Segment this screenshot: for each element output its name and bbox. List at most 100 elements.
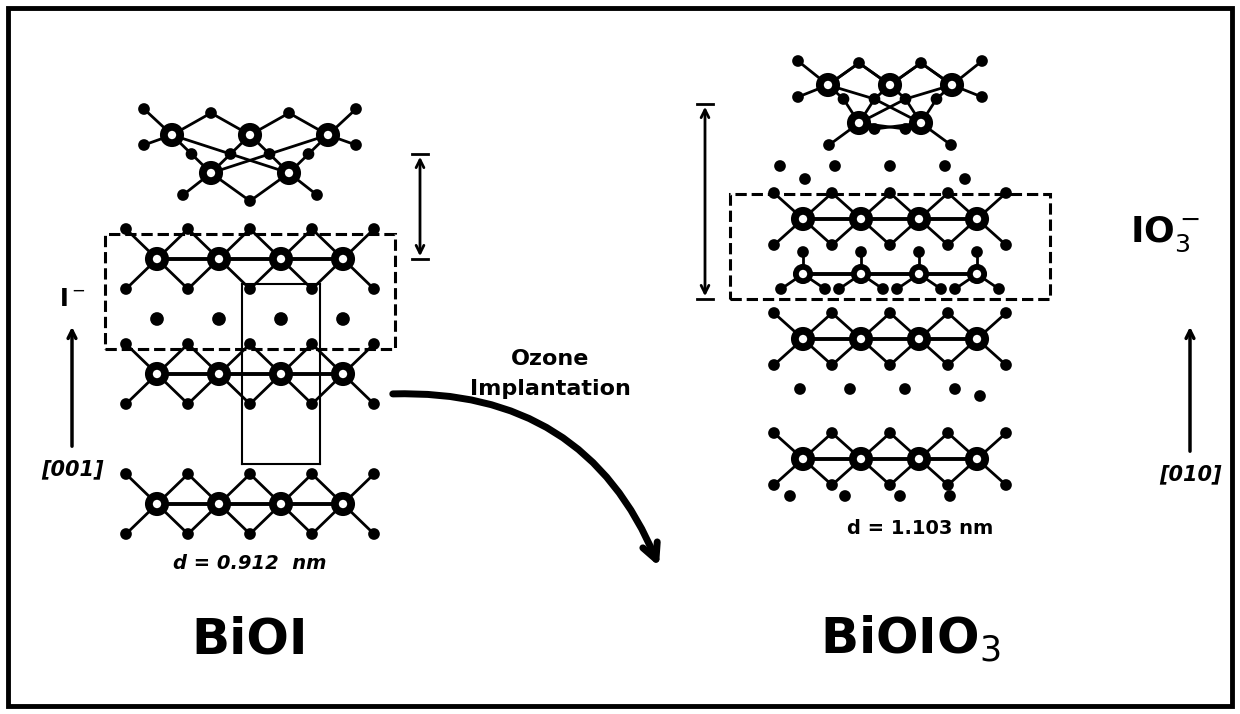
Circle shape: [968, 265, 986, 283]
Circle shape: [856, 454, 866, 464]
Text: BiOIO$_3$: BiOIO$_3$: [820, 614, 1001, 664]
Circle shape: [122, 224, 131, 234]
Circle shape: [284, 168, 294, 178]
Circle shape: [1001, 428, 1011, 438]
Circle shape: [769, 240, 779, 250]
Circle shape: [184, 224, 193, 234]
Circle shape: [869, 94, 879, 104]
Circle shape: [184, 469, 193, 479]
Circle shape: [854, 58, 864, 68]
Circle shape: [972, 454, 982, 464]
Circle shape: [794, 92, 804, 102]
Circle shape: [942, 308, 954, 318]
Circle shape: [910, 112, 932, 134]
Circle shape: [370, 469, 379, 479]
Circle shape: [785, 491, 795, 501]
Circle shape: [1001, 308, 1011, 318]
Circle shape: [800, 174, 810, 184]
Text: [001]: [001]: [41, 459, 103, 479]
Circle shape: [153, 254, 162, 264]
Text: Implantation: Implantation: [470, 379, 630, 399]
Circle shape: [795, 384, 805, 394]
Circle shape: [914, 269, 924, 279]
Circle shape: [122, 399, 131, 409]
Circle shape: [775, 161, 785, 171]
Circle shape: [885, 240, 895, 250]
Circle shape: [827, 240, 837, 250]
Circle shape: [226, 149, 236, 159]
Circle shape: [270, 493, 291, 515]
Circle shape: [848, 112, 870, 134]
Circle shape: [942, 360, 954, 370]
Circle shape: [994, 284, 1004, 294]
Circle shape: [908, 328, 930, 350]
Circle shape: [1001, 480, 1011, 490]
Circle shape: [122, 339, 131, 349]
Circle shape: [827, 188, 837, 198]
Circle shape: [184, 284, 193, 294]
Circle shape: [916, 58, 926, 68]
Circle shape: [184, 529, 193, 539]
Circle shape: [200, 162, 222, 184]
Circle shape: [339, 499, 348, 509]
Circle shape: [277, 369, 286, 379]
Circle shape: [337, 313, 348, 325]
Circle shape: [885, 80, 895, 90]
Circle shape: [852, 265, 870, 283]
Circle shape: [184, 339, 193, 349]
Circle shape: [942, 240, 954, 250]
Circle shape: [940, 161, 950, 171]
Circle shape: [792, 328, 813, 350]
Circle shape: [215, 499, 224, 509]
Circle shape: [827, 308, 837, 318]
Circle shape: [838, 94, 848, 104]
Circle shape: [139, 104, 149, 114]
Circle shape: [208, 493, 229, 515]
Circle shape: [942, 188, 954, 198]
Circle shape: [776, 284, 786, 294]
Circle shape: [1001, 188, 1011, 198]
Circle shape: [277, 254, 286, 264]
Circle shape: [339, 369, 348, 379]
Circle shape: [246, 224, 255, 234]
Circle shape: [895, 491, 905, 501]
Circle shape: [1001, 360, 1011, 370]
Circle shape: [849, 328, 872, 350]
Circle shape: [206, 168, 216, 178]
Circle shape: [794, 265, 812, 283]
Circle shape: [284, 108, 294, 118]
Circle shape: [332, 363, 353, 385]
Circle shape: [799, 247, 808, 257]
Circle shape: [849, 208, 872, 230]
Circle shape: [854, 118, 864, 128]
Text: Ozone: Ozone: [511, 349, 589, 369]
Circle shape: [869, 124, 879, 134]
Circle shape: [206, 108, 216, 118]
Circle shape: [161, 124, 184, 146]
Circle shape: [370, 284, 379, 294]
Circle shape: [792, 208, 813, 230]
Circle shape: [246, 529, 255, 539]
Circle shape: [322, 130, 334, 140]
Circle shape: [308, 224, 317, 234]
Circle shape: [950, 384, 960, 394]
Circle shape: [856, 247, 866, 257]
Circle shape: [308, 469, 317, 479]
Circle shape: [799, 334, 808, 344]
Circle shape: [270, 363, 291, 385]
FancyArrowPatch shape: [393, 393, 657, 559]
Circle shape: [270, 248, 291, 270]
Circle shape: [879, 74, 901, 96]
Circle shape: [916, 118, 926, 128]
Circle shape: [941, 74, 963, 96]
Circle shape: [799, 454, 808, 464]
Circle shape: [849, 448, 872, 470]
Circle shape: [856, 269, 866, 279]
Circle shape: [769, 308, 779, 318]
Circle shape: [972, 334, 982, 344]
Circle shape: [960, 174, 970, 184]
Circle shape: [370, 529, 379, 539]
Circle shape: [885, 161, 895, 171]
Circle shape: [246, 130, 255, 140]
Circle shape: [794, 56, 804, 66]
